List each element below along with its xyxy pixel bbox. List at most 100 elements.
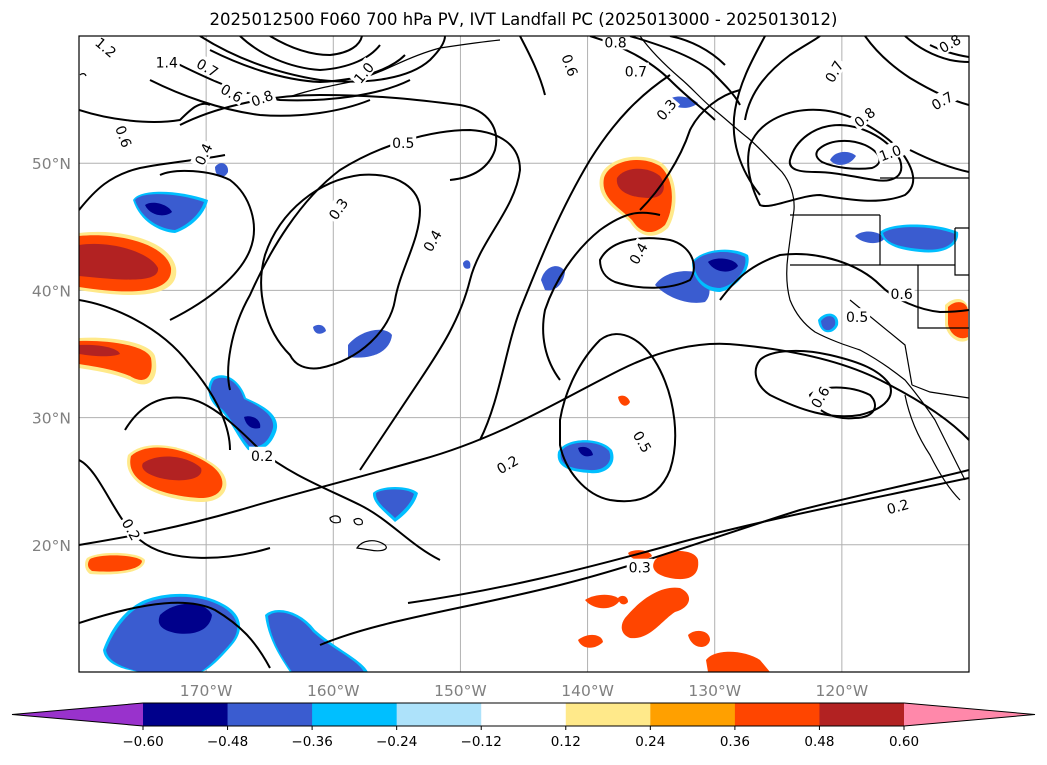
pv-contour bbox=[815, 139, 881, 170]
pv-contour bbox=[169, 59, 411, 102]
map-background bbox=[79, 36, 969, 672]
baja-coastline bbox=[904, 394, 961, 501]
pv-contour bbox=[719, 253, 969, 314]
negative-anomaly-patch bbox=[103, 593, 368, 672]
state-border bbox=[954, 227, 969, 276]
alaska-coastline bbox=[439, 39, 501, 49]
shaded-anomaly-layer bbox=[79, 96, 968, 672]
hawaii-island bbox=[353, 518, 363, 526]
contour-label-text: 0.6 bbox=[890, 287, 912, 303]
positive-anomaly-patch bbox=[127, 445, 227, 503]
pv-contour bbox=[542, 211, 661, 381]
latitude-tick-label: 50°N bbox=[32, 155, 71, 173]
colorbar-tick-label: −0.60 bbox=[122, 734, 163, 750]
longitude-tick-label: 130°W bbox=[688, 682, 741, 700]
pv-contour bbox=[260, 173, 422, 370]
contour-label: 0.5 bbox=[390, 133, 417, 152]
aleutian-island bbox=[79, 73, 87, 77]
axis-tick-labels: 50°N 40°N 30°N 20°N 170°W 160°W 150°W 140°W 130°… bbox=[32, 155, 868, 700]
contour-label: 0.3 bbox=[626, 558, 653, 577]
pv-contour bbox=[227, 128, 522, 471]
colorbar: −0.60 −0.48 −0.36 −0.24 −0.12 0.12 0.24 0.36 0.4… bbox=[11, 702, 1036, 750]
contour-label-text: 0.7 bbox=[625, 65, 647, 81]
colorbar-segment bbox=[227, 703, 313, 726]
contour-label: 0.6 bbox=[888, 285, 915, 303]
colorbar-segment bbox=[312, 703, 398, 726]
contour-label: 0.8 bbox=[602, 33, 629, 51]
latitude-tick-label: 40°N bbox=[32, 282, 71, 300]
colorbar-segment bbox=[396, 703, 482, 726]
map-frame bbox=[78, 35, 970, 673]
contour-label-text: 0.8 bbox=[604, 35, 626, 51]
negative-anomaly-patch bbox=[557, 440, 614, 474]
pv-contour bbox=[808, 386, 876, 420]
colorbar-segment bbox=[819, 703, 905, 726]
contour-label: 0.8 bbox=[246, 85, 277, 111]
colorbar-tick-label: −0.24 bbox=[376, 734, 417, 750]
colorbar-extend-min bbox=[12, 703, 143, 726]
pv-contour bbox=[754, 349, 892, 418]
pv-contour bbox=[519, 36, 546, 96]
contour-label: 1.4 bbox=[153, 53, 180, 72]
pv-contour bbox=[79, 601, 271, 669]
colorbar-segment bbox=[650, 703, 736, 726]
pv-contour bbox=[179, 93, 498, 181]
pv-contour bbox=[159, 169, 255, 321]
pv-contour bbox=[79, 342, 969, 546]
contour-label-text: 0.5 bbox=[846, 310, 868, 326]
negative-anomaly-patch bbox=[208, 375, 278, 451]
map-title: 2025012500 F060 700 hPa PV, IVT Landfall… bbox=[209, 10, 838, 29]
pv-contour bbox=[732, 36, 766, 196]
contour-label: 0.7 bbox=[622, 62, 649, 81]
pv-contour bbox=[639, 89, 741, 211]
colorbar-segment bbox=[734, 703, 820, 726]
colorbar-tick-label: 0.24 bbox=[635, 734, 665, 750]
pv-contour bbox=[79, 459, 271, 559]
pv-contour bbox=[904, 36, 969, 63]
contour-label-text: 0.6 bbox=[558, 52, 581, 78]
pv-contour bbox=[79, 102, 211, 123]
colorbar-tick-label: −0.12 bbox=[461, 734, 502, 750]
contour-label: 0.2 bbox=[249, 446, 276, 465]
hawaii-island bbox=[329, 515, 341, 524]
colorbar-tick-label: −0.36 bbox=[291, 734, 332, 750]
longitude-tick-label: 160°W bbox=[307, 682, 360, 700]
colorbar-segment bbox=[143, 703, 229, 726]
latitude-tick-label: 20°N bbox=[32, 537, 71, 555]
contour-label-text: 1.0 bbox=[877, 143, 903, 166]
pv-contour bbox=[319, 469, 969, 646]
alaska-peninsula-coastline bbox=[291, 47, 441, 97]
pv-contour bbox=[407, 477, 969, 604]
colorbar-tick-label: 0.48 bbox=[804, 734, 834, 750]
contour-label: 1.0 bbox=[874, 140, 905, 166]
contour-label-text: 0.8 bbox=[249, 88, 275, 111]
north-america-coastline bbox=[639, 36, 966, 481]
colorbar-extend-max bbox=[904, 703, 1035, 726]
negative-anomaly-patch bbox=[133, 191, 208, 233]
us-mexico-border bbox=[911, 384, 969, 399]
contour-label-text: 0.2 bbox=[251, 449, 273, 465]
contour-label: 0.5 bbox=[844, 308, 871, 326]
coastline-layer bbox=[79, 36, 969, 552]
pv-contour-layer bbox=[79, 36, 969, 669]
longitude-tick-label: 140°W bbox=[561, 682, 614, 700]
contour-label-text: 0.2 bbox=[885, 497, 911, 518]
pv-contour bbox=[909, 149, 969, 173]
pv-contour bbox=[269, 36, 363, 57]
positive-anomaly-patch bbox=[85, 552, 145, 575]
contour-label-text: 0.5 bbox=[392, 136, 414, 152]
colorbar-segment bbox=[481, 703, 567, 726]
pv-contour bbox=[479, 74, 671, 441]
negative-anomaly-patch bbox=[215, 151, 959, 333]
pv-contour bbox=[744, 36, 821, 121]
longitude-tick-label: 150°W bbox=[434, 682, 487, 700]
contour-label-text: 0.3 bbox=[629, 561, 651, 577]
pv-contour bbox=[669, 36, 726, 66]
latitude-tick-label: 30°N bbox=[32, 410, 71, 428]
pv-contour bbox=[239, 36, 381, 72]
colorbar-tick-label: 0.12 bbox=[551, 734, 581, 750]
positive-anomaly-patch bbox=[578, 395, 770, 672]
state-border bbox=[917, 265, 969, 329]
colorbar-tick-label: 0.36 bbox=[720, 734, 750, 750]
longitude-tick-label: 170°W bbox=[180, 682, 233, 700]
